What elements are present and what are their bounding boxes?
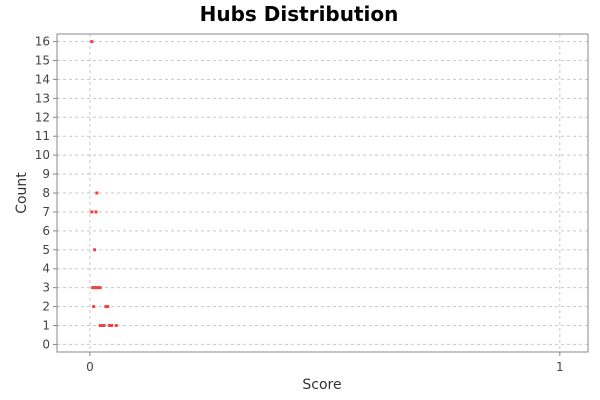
data-point xyxy=(94,210,98,214)
data-points xyxy=(90,40,118,327)
data-point xyxy=(114,324,118,327)
y-tick-label: 0 xyxy=(42,337,50,351)
y-tick-label: 5 xyxy=(42,243,50,257)
data-point xyxy=(104,305,108,309)
y-tick-label: 2 xyxy=(42,300,50,314)
y-tick-label: 8 xyxy=(42,186,50,200)
y-tick-label: 15 xyxy=(35,54,50,68)
chart-title: Hubs Distribution xyxy=(200,2,399,26)
data-point xyxy=(98,324,102,327)
data-point xyxy=(96,286,100,290)
x-tick-label: 0 xyxy=(86,360,94,374)
data-point xyxy=(95,191,99,195)
data-point xyxy=(91,286,95,290)
y-tick-label: 9 xyxy=(42,167,50,181)
y-tick-label: 14 xyxy=(35,72,50,86)
y-axis-label: Count xyxy=(14,172,30,214)
gridlines xyxy=(57,34,588,352)
data-point xyxy=(102,324,106,327)
y-tick-label: 4 xyxy=(42,262,50,276)
data-point xyxy=(90,210,94,214)
data-point xyxy=(90,40,94,44)
y-tick-label: 3 xyxy=(42,281,50,295)
data-point xyxy=(100,324,104,327)
data-point xyxy=(98,286,102,290)
y-tick-label: 6 xyxy=(42,224,50,238)
data-point xyxy=(110,324,114,327)
x-tick-label: 1 xyxy=(556,360,564,374)
x-axis-label: Score xyxy=(302,377,341,393)
data-point xyxy=(94,286,98,290)
data-point xyxy=(108,324,112,327)
data-point xyxy=(92,305,96,309)
data-point xyxy=(106,305,110,309)
y-tick-label: 7 xyxy=(42,205,50,219)
y-tick-label: 16 xyxy=(35,35,50,49)
data-point xyxy=(93,286,97,290)
y-tick-label: 1 xyxy=(42,319,50,333)
y-tick-label: 10 xyxy=(35,148,50,162)
y-tick-label: 12 xyxy=(35,110,50,124)
y-tick-label: 13 xyxy=(35,91,50,105)
data-point xyxy=(93,248,97,252)
y-tick-label: 11 xyxy=(35,129,50,143)
